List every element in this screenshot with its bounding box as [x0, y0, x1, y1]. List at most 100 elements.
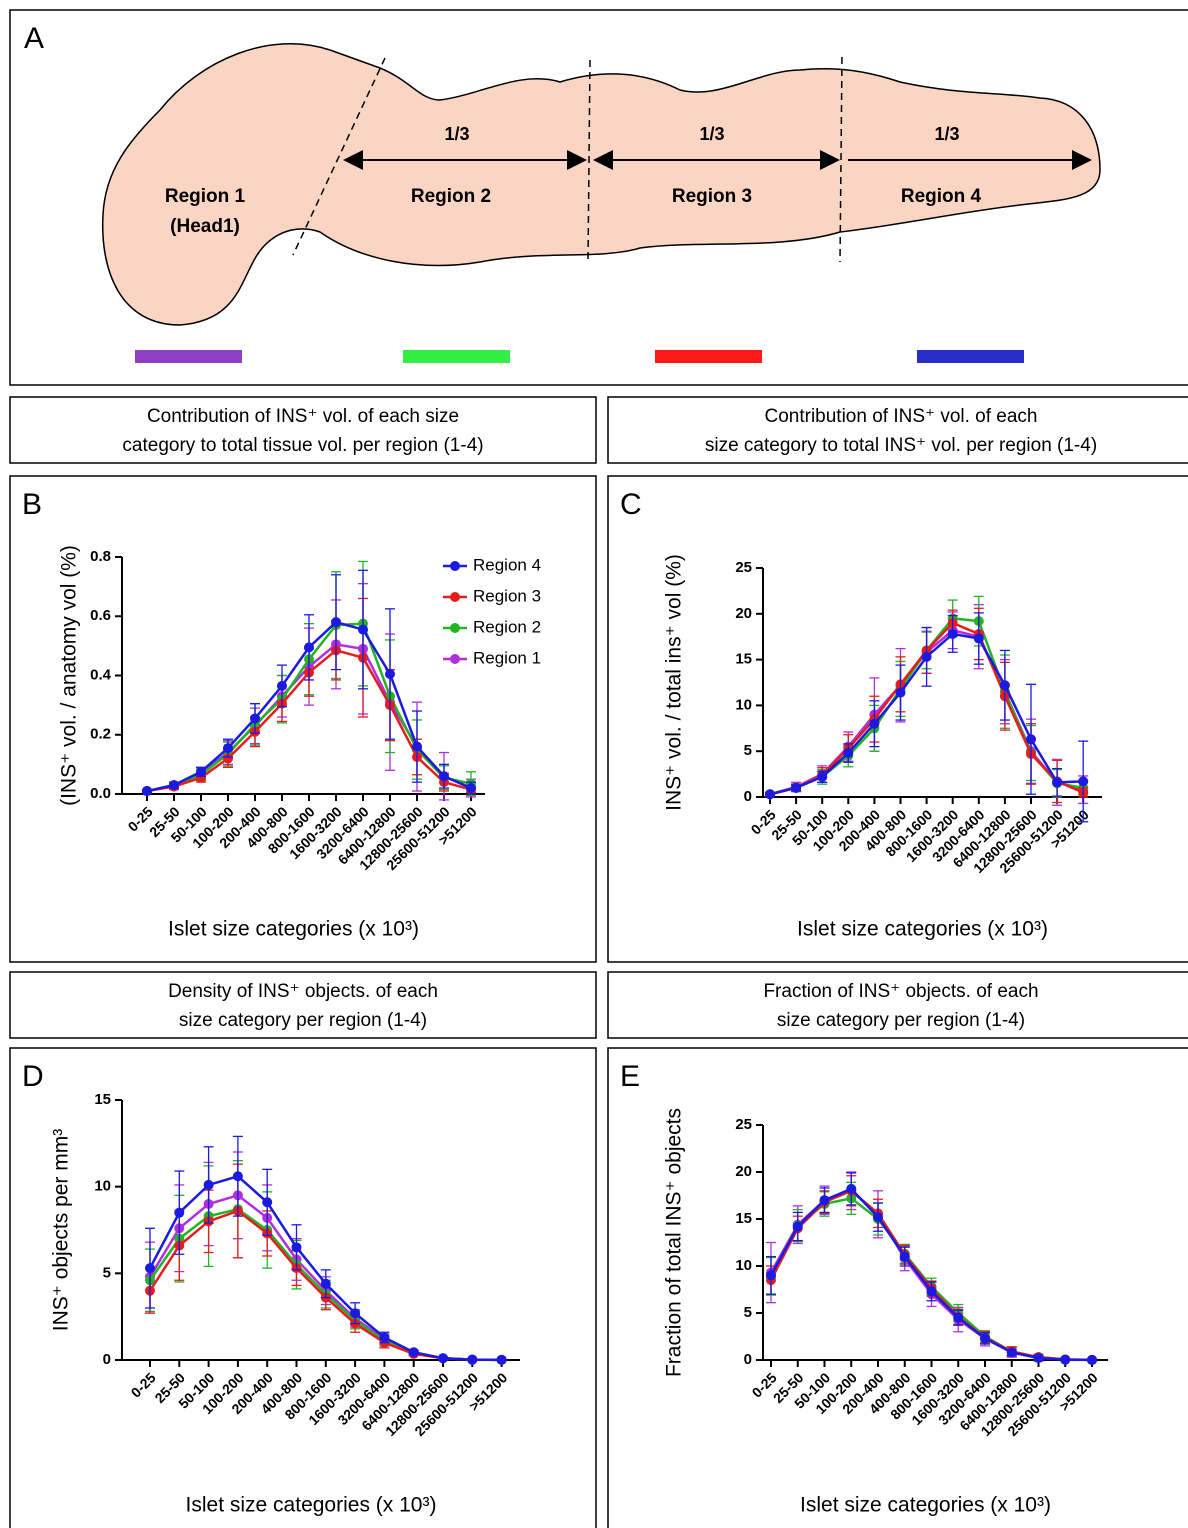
panel-letter: E: [620, 1060, 640, 1093]
chart-title: size category per region (1-4): [777, 1010, 1025, 1031]
chart-title: Contribution of INS⁺ vol. of each size: [147, 406, 459, 427]
data-point: [1060, 1354, 1071, 1365]
y-tick-label: 5: [744, 742, 752, 759]
legend-marker: [450, 592, 460, 602]
data-point: [1006, 1347, 1017, 1358]
series: [765, 595, 1089, 800]
title-box: [9, 971, 597, 1039]
data-point: [408, 1347, 419, 1358]
chart-box: [9, 1047, 597, 1528]
data-point: [439, 771, 449, 782]
data-point: [277, 680, 287, 691]
data-point: [1078, 776, 1089, 787]
divider: [587, 59, 591, 263]
data-point: [203, 1179, 214, 1190]
x-axis-label: Islet size categories (x 10³): [800, 1494, 1051, 1517]
y-tick-label: 25: [735, 559, 752, 576]
y-tick-label: 15: [735, 651, 752, 668]
data-point: [350, 1308, 361, 1319]
data-point: [438, 1353, 448, 1364]
data-point: [843, 748, 854, 759]
legend-marker: [450, 654, 460, 664]
data-point: [304, 642, 314, 653]
y-axis-label: (INS⁺ vol. / anatomy vol (%): [58, 545, 81, 806]
y-tick-label: 0.0: [90, 785, 111, 802]
panel-a-box: [9, 9, 1188, 386]
series-line: [148, 1174, 502, 1362]
y-axis-label: INS⁺ vol. / total ins⁺ vol (%): [663, 554, 686, 811]
data-point: [980, 1333, 990, 1344]
y-tick-label: 5: [103, 1264, 111, 1281]
chart-title: category to total tissue vol. per region…: [122, 435, 483, 456]
data-point: [792, 1221, 803, 1232]
data-point: [232, 1171, 243, 1182]
series: [766, 1175, 1097, 1365]
data-point: [1033, 1353, 1044, 1364]
data-point: [947, 628, 958, 639]
region-dividers: [292, 56, 843, 263]
data-point: [1052, 777, 1063, 788]
series-line: [769, 1189, 1093, 1362]
data-point: [142, 786, 152, 797]
data-point: [223, 743, 233, 754]
series: [145, 1160, 507, 1365]
panel-letter: B: [22, 488, 42, 521]
segment-label: 1/3: [934, 124, 959, 144]
y-tick-label: 25: [735, 1116, 752, 1133]
divider: [292, 57, 386, 256]
data-point: [496, 1354, 507, 1365]
y-tick-label: 0: [744, 1351, 752, 1368]
legend-label: Region 3: [473, 586, 541, 605]
divider: [839, 56, 843, 263]
series: [766, 1172, 1097, 1365]
region-label: Region 3: [672, 186, 752, 207]
data-point: [973, 633, 984, 644]
data-point: [145, 1263, 155, 1274]
data-point: [1087, 1354, 1097, 1365]
region-label: Region 4: [901, 186, 982, 207]
data-point: [869, 718, 880, 729]
region-color-bar: [655, 350, 762, 363]
chart-title: size category to total INS⁺ vol. per reg…: [705, 435, 1097, 456]
legend-marker: [450, 561, 460, 571]
data-point: [196, 766, 206, 777]
data-point: [765, 789, 775, 800]
data-point: [921, 651, 932, 662]
region-color-bar: [135, 350, 242, 363]
y-tick-label: 20: [735, 1163, 752, 1180]
data-point: [466, 783, 476, 794]
panel-letter: A: [24, 22, 44, 55]
chart-box: [9, 475, 597, 963]
x-axis-label: Islet size categories (x 10³): [186, 1494, 437, 1517]
y-tick-label: 15: [94, 1091, 111, 1108]
data-point: [385, 669, 395, 680]
data-point: [926, 1286, 937, 1297]
data-point: [791, 782, 802, 793]
y-tick-label: 0.2: [90, 726, 111, 743]
data-point: [379, 1332, 390, 1343]
legend-label: Region 4: [473, 555, 541, 574]
chart-title: size category per region (1-4): [179, 1010, 427, 1031]
title-box: [607, 971, 1188, 1039]
data-point: [819, 1195, 830, 1206]
data-point: [1026, 734, 1036, 745]
series-line: [769, 1187, 1093, 1362]
y-tick-label: 0: [744, 788, 752, 805]
y-tick-label: 5: [744, 1304, 752, 1321]
y-tick-label: 0.4: [90, 666, 112, 683]
head-note: (Head1): [170, 216, 240, 237]
data-point: [412, 741, 422, 752]
data-point: [467, 1354, 478, 1365]
data-point: [291, 1242, 302, 1253]
region-color-bar: [917, 350, 1024, 363]
data-point: [223, 753, 233, 764]
title-box: [9, 396, 597, 464]
y-tick-label: 15: [735, 1210, 752, 1227]
y-tick-label: 0: [103, 1351, 111, 1368]
data-point: [358, 624, 368, 635]
series: [142, 569, 476, 797]
region-label: Region 2: [411, 186, 491, 207]
data-point: [250, 713, 260, 724]
chart-title: Density of INS⁺ objects. of each: [168, 981, 438, 1002]
